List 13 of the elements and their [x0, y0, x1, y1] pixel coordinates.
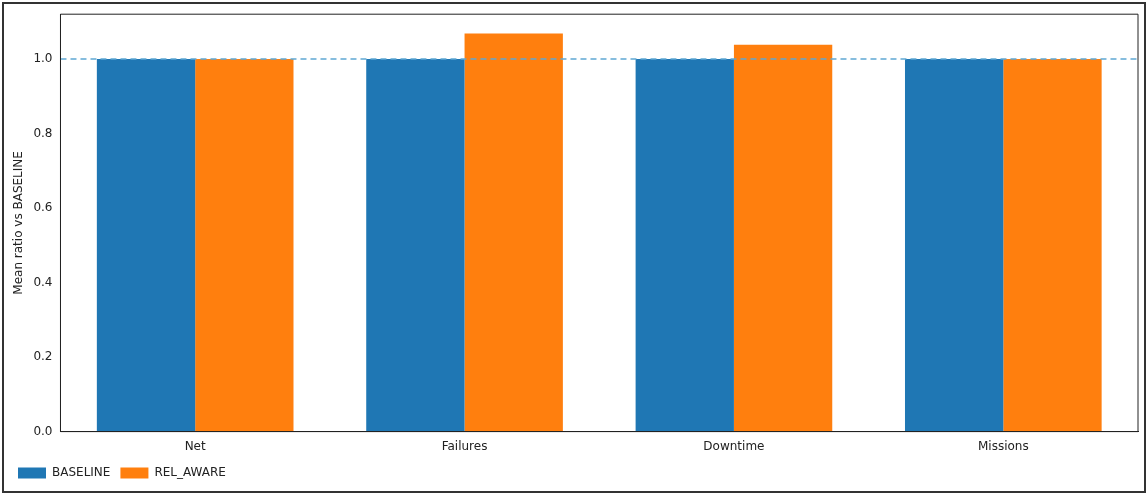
- legend-label: REL_AWARE: [154, 465, 226, 480]
- y-axis-title: Mean ratio vs BASELINE: [11, 151, 26, 295]
- x-tick-label: Net: [184, 438, 206, 453]
- y-tick-label: 0.0: [33, 423, 53, 438]
- x-tick-label: Missions: [977, 438, 1029, 453]
- legend-label: BASELINE: [52, 465, 111, 480]
- x-tick-label: Downtime: [703, 438, 765, 453]
- y-tick-label: 0.8: [33, 125, 53, 140]
- x-tick-label: Failures: [441, 438, 488, 453]
- y-tick-label: 1.0: [33, 51, 53, 66]
- y-tick-label: 0.2: [33, 349, 53, 364]
- y-tick-label: 0.6: [33, 200, 53, 215]
- y-tick-label: 0.4: [33, 274, 53, 289]
